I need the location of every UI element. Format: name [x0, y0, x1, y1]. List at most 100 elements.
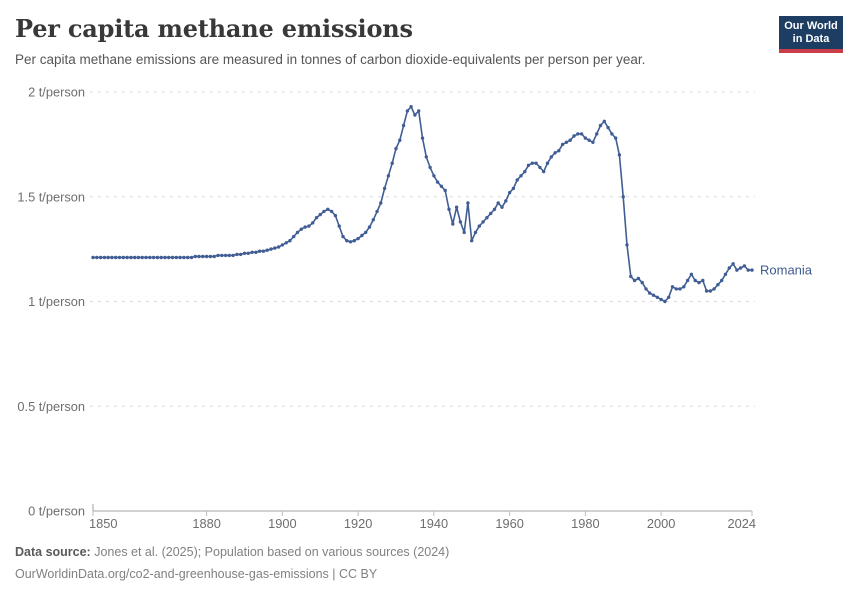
- data-point[interactable]: [682, 285, 686, 289]
- data-point[interactable]: [121, 255, 126, 260]
- data-point[interactable]: [663, 299, 667, 304]
- data-point[interactable]: [341, 234, 345, 239]
- data-point[interactable]: [129, 255, 133, 260]
- data-point[interactable]: [428, 165, 432, 170]
- data-point[interactable]: [685, 278, 690, 283]
- data-point[interactable]: [507, 190, 512, 195]
- data-point[interactable]: [178, 255, 182, 260]
- data-point[interactable]: [292, 234, 296, 239]
- data-point[interactable]: [697, 280, 701, 285]
- data-point[interactable]: [545, 161, 550, 165]
- data-point[interactable]: [640, 280, 644, 285]
- data-point[interactable]: [648, 291, 652, 295]
- data-point[interactable]: [201, 254, 205, 259]
- data-point[interactable]: [621, 195, 625, 199]
- data-point[interactable]: [576, 132, 580, 136]
- data-point[interactable]: [398, 138, 402, 142]
- data-point[interactable]: [307, 224, 311, 228]
- data-point[interactable]: [443, 188, 447, 193]
- data-point[interactable]: [133, 255, 137, 260]
- data-point[interactable]: [632, 278, 637, 283]
- data-point[interactable]: [125, 255, 129, 260]
- data-point[interactable]: [746, 268, 750, 272]
- data-point[interactable]: [560, 142, 565, 147]
- data-point[interactable]: [140, 255, 144, 260]
- data-point[interactable]: [500, 205, 504, 209]
- data-point[interactable]: [356, 236, 360, 241]
- data-point[interactable]: [288, 239, 292, 243]
- data-point[interactable]: [720, 278, 724, 283]
- data-point[interactable]: [553, 151, 557, 155]
- data-point[interactable]: [651, 293, 656, 297]
- data-point[interactable]: [360, 233, 364, 238]
- data-point[interactable]: [299, 227, 303, 231]
- data-point[interactable]: [564, 140, 569, 144]
- data-point[interactable]: [197, 254, 201, 259]
- data-point[interactable]: [106, 255, 110, 260]
- data-point[interactable]: [318, 212, 322, 217]
- data-point[interactable]: [95, 255, 99, 260]
- data-point[interactable]: [337, 224, 341, 228]
- data-point[interactable]: [110, 255, 114, 260]
- data-point[interactable]: [689, 272, 694, 276]
- data-point[interactable]: [239, 252, 243, 257]
- data-point[interactable]: [250, 250, 254, 254]
- data-point[interactable]: [738, 266, 743, 270]
- data-point[interactable]: [409, 105, 413, 109]
- data-point[interactable]: [557, 149, 561, 153]
- data-point[interactable]: [587, 138, 591, 142]
- data-point[interactable]: [417, 109, 421, 113]
- data-point[interactable]: [163, 255, 167, 260]
- data-point[interactable]: [246, 251, 250, 255]
- data-point[interactable]: [526, 163, 531, 167]
- data-point[interactable]: [489, 211, 493, 216]
- data-point[interactable]: [273, 246, 277, 250]
- data-point[interactable]: [742, 264, 747, 268]
- data-point[interactable]: [723, 272, 728, 276]
- data-point[interactable]: [454, 205, 459, 209]
- data-point[interactable]: [542, 169, 546, 174]
- data-point[interactable]: [182, 255, 186, 260]
- data-point[interactable]: [379, 201, 383, 205]
- data-point[interactable]: [727, 266, 731, 270]
- data-points[interactable]: [91, 105, 754, 304]
- data-point[interactable]: [208, 254, 213, 259]
- data-point[interactable]: [712, 287, 716, 291]
- data-point[interactable]: [280, 243, 285, 247]
- data-point[interactable]: [371, 218, 375, 222]
- data-point[interactable]: [602, 119, 606, 123]
- data-point[interactable]: [114, 255, 118, 260]
- data-point[interactable]: [311, 221, 315, 225]
- data-point[interactable]: [326, 207, 330, 211]
- data-point[interactable]: [174, 255, 178, 260]
- data-point[interactable]: [242, 251, 247, 255]
- data-point[interactable]: [413, 113, 417, 117]
- data-point[interactable]: [704, 289, 709, 293]
- data-point[interactable]: [614, 136, 618, 140]
- data-point[interactable]: [473, 230, 478, 235]
- data-point[interactable]: [667, 295, 671, 299]
- data-point[interactable]: [655, 295, 659, 299]
- data-point[interactable]: [382, 186, 387, 191]
- data-point[interactable]: [216, 253, 220, 258]
- data-point[interactable]: [470, 239, 474, 243]
- data-point[interactable]: [375, 209, 379, 214]
- data-point[interactable]: [477, 224, 481, 228]
- data-point[interactable]: [606, 125, 610, 130]
- data-point[interactable]: [220, 253, 224, 258]
- data-point[interactable]: [405, 109, 410, 113]
- data-point[interactable]: [568, 138, 572, 142]
- data-point[interactable]: [432, 174, 436, 178]
- data-point[interactable]: [644, 287, 648, 291]
- data-point[interactable]: [91, 255, 95, 260]
- data-point[interactable]: [629, 274, 633, 279]
- data-point[interactable]: [519, 174, 523, 178]
- data-point[interactable]: [364, 230, 368, 235]
- data-point[interactable]: [481, 220, 485, 224]
- chart-canvas[interactable]: 0 t/person 0.5 t/person 1 t/person 1.5 t/pe…: [0, 80, 850, 540]
- data-point[interactable]: [170, 255, 175, 260]
- data-point[interactable]: [420, 136, 425, 140]
- data-point[interactable]: [701, 278, 705, 283]
- data-point[interactable]: [367, 225, 372, 229]
- data-point[interactable]: [549, 155, 553, 159]
